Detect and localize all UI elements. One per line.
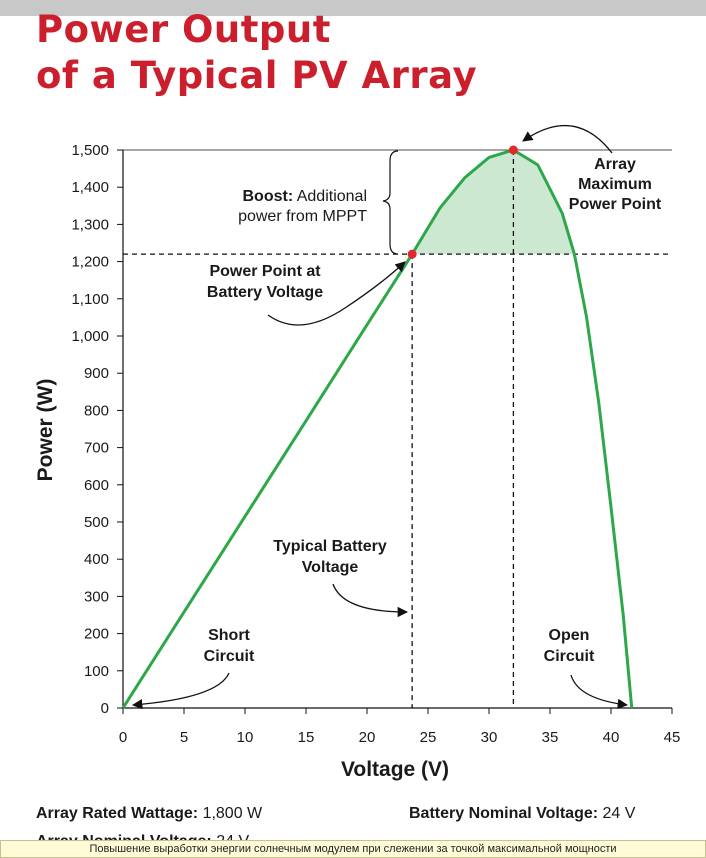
spec-value: 1,800 W <box>203 805 263 822</box>
annotation: Maximum <box>578 176 652 193</box>
y-tick-label: 1,400 <box>71 179 109 196</box>
x-tick-label: 35 <box>542 729 559 746</box>
y-tick-label: 900 <box>84 365 109 382</box>
spec-label: Array Rated Wattage: <box>36 805 198 822</box>
y-tick-label: 100 <box>84 663 109 680</box>
y-tick-label: 1,100 <box>71 291 109 308</box>
y-tick-label: 700 <box>84 440 109 457</box>
annotation: Battery Voltage <box>207 284 323 301</box>
plot-area: 01002003004005006007008009001,0001,1001,… <box>71 142 680 746</box>
annotation: Short <box>208 627 250 644</box>
x-tick-label: 30 <box>481 729 498 746</box>
y-tick-label: 300 <box>84 588 109 605</box>
x-tick-label: 5 <box>180 729 188 746</box>
y-tick-label: 800 <box>84 402 109 419</box>
top-bar <box>0 0 706 16</box>
y-tick-label: 1,000 <box>71 328 109 345</box>
y-tick-label: 1,500 <box>71 142 109 159</box>
annotation: Typical Battery <box>273 538 387 555</box>
annotation: Open <box>549 627 590 644</box>
spec: Battery Nominal Voltage: 24 V <box>409 805 636 822</box>
spec: Array Rated Wattage: 1,800 W <box>36 805 263 822</box>
power-point <box>508 145 518 155</box>
x-tick-label: 20 <box>359 729 376 746</box>
annotation: Voltage <box>302 559 359 576</box>
annotation-bold: Boost: <box>243 188 294 205</box>
boost-area <box>412 150 575 255</box>
y-tick-label: 400 <box>84 551 109 568</box>
annotation: Array <box>594 156 636 173</box>
y-axis-label: Power (W) <box>34 379 57 482</box>
brace <box>382 150 399 255</box>
annotation: Additional <box>297 188 367 205</box>
arrow <box>570 674 629 710</box>
annotation: Circuit <box>544 648 595 665</box>
y-tick-label: 600 <box>84 477 109 494</box>
x-axis-label: Voltage (V) <box>341 758 449 781</box>
chart-title: of a Typical PV Array <box>36 54 477 97</box>
annotation: Power Point at <box>209 263 321 280</box>
annotation: Circuit <box>204 648 255 665</box>
annotation: Power Point <box>569 196 662 213</box>
spec-label: Battery Nominal Voltage: <box>409 805 598 822</box>
caption: Повышение выработки энергии солнечным мо… <box>0 840 706 858</box>
chart-title: Power Output <box>36 8 331 51</box>
power-point <box>407 249 417 259</box>
power-curve <box>121 148 634 709</box>
x-tick-label: 40 <box>603 729 620 746</box>
y-tick-label: 0 <box>101 700 109 717</box>
y-tick-label: 1,300 <box>71 216 109 233</box>
annotation: power from MPPT <box>238 208 367 225</box>
arrow <box>267 261 406 326</box>
annotation: Boost: Additional <box>243 188 368 205</box>
arrow <box>131 672 230 710</box>
x-tick-label: 45 <box>664 729 681 746</box>
y-tick-label: 200 <box>84 626 109 643</box>
x-tick-label: 15 <box>298 729 315 746</box>
x-tick-label: 25 <box>420 729 437 746</box>
spec-value: 24 V <box>603 805 636 822</box>
y-tick-label: 1,200 <box>71 254 109 271</box>
x-tick-label: 0 <box>119 729 127 746</box>
arrow <box>522 124 613 154</box>
x-tick-label: 10 <box>237 729 254 746</box>
y-tick-label: 500 <box>84 514 109 531</box>
arrow <box>332 583 409 618</box>
